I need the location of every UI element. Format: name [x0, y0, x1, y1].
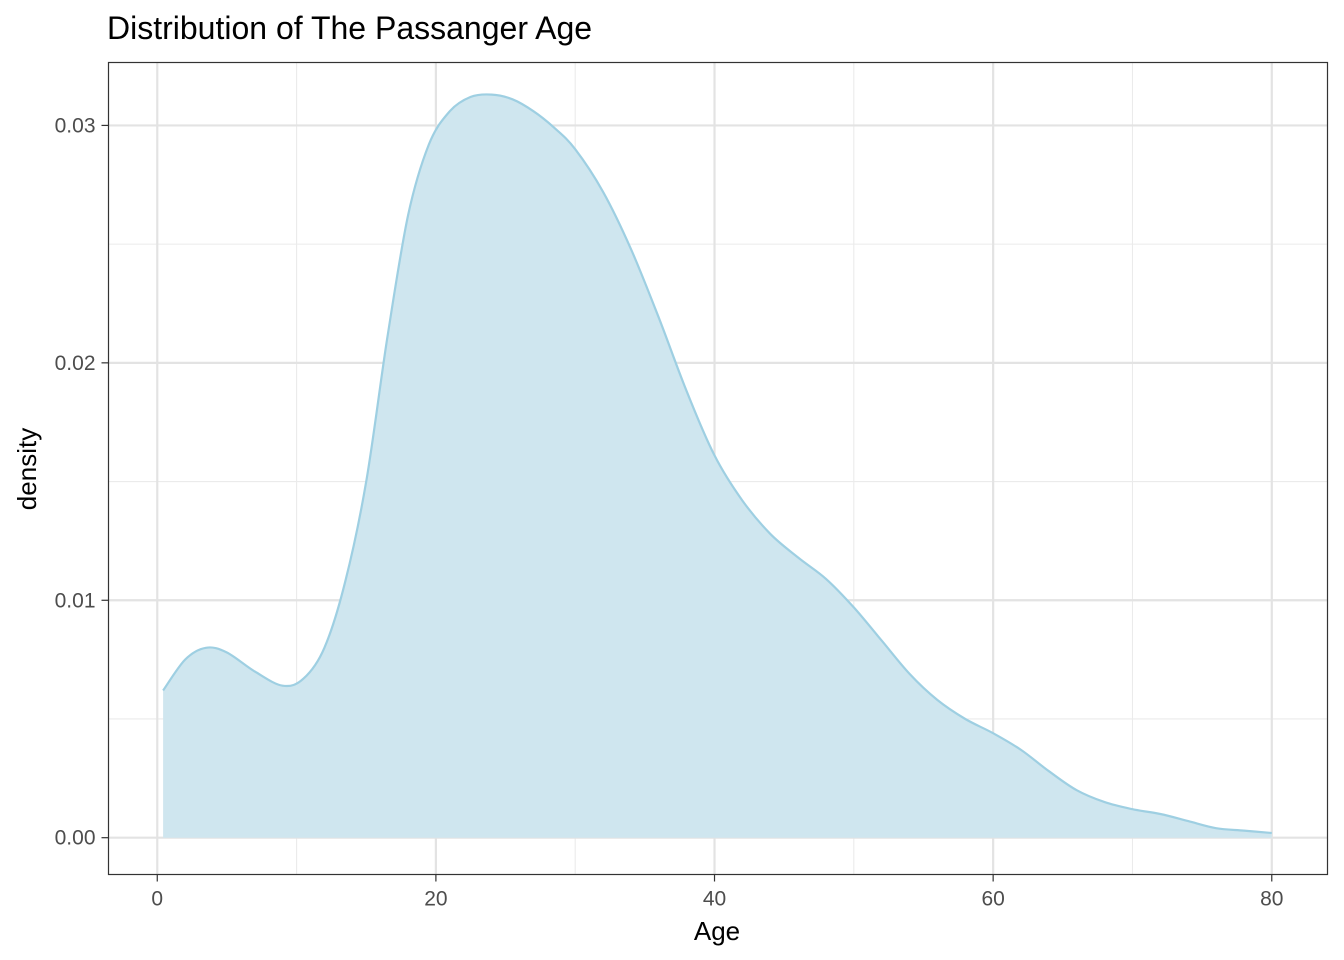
y-tick-label: 0.01 — [55, 589, 96, 612]
x-tick-label: 40 — [703, 888, 726, 911]
density-curve — [162, 93, 1272, 835]
y-tick-label: 0.00 — [55, 827, 96, 850]
density-area — [163, 94, 1272, 838]
plot-panel-border — [107, 61, 1329, 876]
y-axis-label: density — [12, 428, 42, 510]
y-tick-label: 0.02 — [55, 352, 96, 375]
y-axis: 0.00 0.01 0.02 0.03 — [55, 114, 109, 850]
x-tick-label: 60 — [981, 888, 1004, 911]
density-series — [162, 93, 1272, 838]
chart-title: Distribution of The Passanger Age — [107, 10, 592, 46]
y-tick-label: 0.03 — [55, 114, 96, 137]
x-axis: 0 20 40 60 80 — [151, 874, 1283, 911]
x-tick-label: 20 — [424, 888, 447, 911]
x-axis-label: Age — [694, 916, 740, 946]
x-tick-label: 0 — [151, 888, 163, 911]
x-tick-label: 80 — [1260, 888, 1283, 911]
